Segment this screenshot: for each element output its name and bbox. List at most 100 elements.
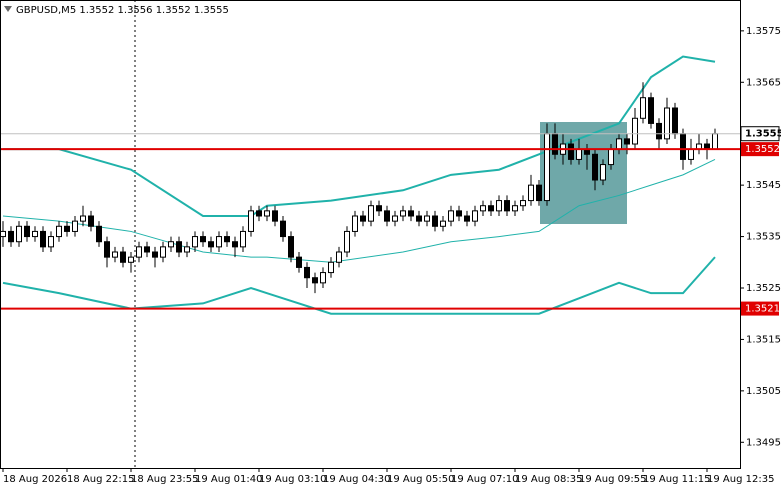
- candle-body: [264, 210, 270, 217]
- candle-body: [272, 210, 278, 222]
- candle-body: [64, 225, 70, 232]
- candle-body: [520, 200, 526, 207]
- candle-body: [416, 215, 422, 222]
- candle-body: [200, 236, 206, 243]
- candle-body: [152, 251, 158, 258]
- y-tick-label: 1.3535: [746, 232, 781, 243]
- candle-body: [0, 230, 6, 238]
- x-tick-label: 19 Aug 11:15: [643, 474, 710, 485]
- candle-body: [656, 122, 662, 140]
- candle-body: [144, 246, 150, 253]
- candle-body: [464, 215, 470, 222]
- candle-body: [576, 148, 582, 160]
- y-tick-label: 1.3505: [746, 386, 781, 397]
- candle-body: [56, 225, 62, 238]
- candle-body: [592, 153, 598, 181]
- y-tick-label: 1.3495: [746, 437, 781, 448]
- candle-body: [528, 184, 534, 202]
- candle-body: [496, 200, 502, 212]
- candle-body: [240, 230, 246, 248]
- candle-body: [296, 256, 302, 268]
- plot-frame: [0, 0, 741, 469]
- candle-body: [432, 215, 438, 227]
- price-label: 1.3555: [745, 129, 781, 140]
- x-tick-label: 19 Aug 01:40: [195, 474, 262, 485]
- candle-body: [632, 117, 638, 145]
- candle-body: [624, 138, 630, 145]
- candle-body: [336, 251, 342, 263]
- candle-body: [208, 241, 214, 248]
- y-tick-label: 1.3575: [746, 26, 781, 37]
- candle-body: [184, 246, 190, 253]
- candle-body: [48, 236, 54, 248]
- candle-body: [360, 215, 366, 222]
- candle-body: [552, 133, 558, 155]
- x-tick-label: 19 Aug 07:10: [451, 474, 518, 485]
- y-tick-label: 1.3515: [746, 334, 781, 345]
- candle-body: [160, 246, 166, 258]
- candle-body: [224, 236, 230, 243]
- candle-body: [640, 97, 646, 119]
- candle-body: [648, 97, 654, 124]
- level-label: 1.3552: [745, 144, 780, 155]
- candle-body: [376, 205, 382, 212]
- level-label-box: [741, 301, 779, 316]
- candle-body: [136, 246, 142, 258]
- candle-body: [392, 215, 398, 222]
- y-tick-label: 1.3525: [746, 283, 781, 294]
- candle-body: [408, 210, 414, 217]
- x-tick-label: 19 Aug 09:55: [579, 474, 646, 485]
- candle-body: [512, 205, 518, 212]
- candle-body: [304, 266, 310, 279]
- x-tick-label: 19 Aug 04:30: [323, 474, 390, 485]
- candle-body: [24, 225, 30, 238]
- candle-body: [88, 215, 94, 227]
- x-tick-label: 19 Aug 05:50: [387, 474, 454, 485]
- candle-body: [544, 133, 550, 202]
- candle-body: [680, 133, 686, 160]
- level-label-box: [741, 142, 779, 157]
- x-tick-label: 19 Aug 03:10: [259, 474, 326, 485]
- candle-body: [248, 210, 254, 232]
- candle-body: [96, 225, 102, 243]
- level-label: 1.3521: [745, 304, 780, 315]
- candle-body: [320, 272, 326, 284]
- candle-body: [80, 215, 86, 222]
- candle-body: [368, 205, 374, 222]
- bollinger-band: [2, 256, 716, 315]
- candle-body: [128, 256, 134, 263]
- candle-body: [448, 210, 454, 222]
- candle-body: [256, 210, 262, 217]
- candle-body: [600, 164, 606, 181]
- candle-body: [104, 241, 110, 258]
- candle-body: [488, 205, 494, 212]
- candle-body: [16, 225, 22, 243]
- chart-title: GBPUSD,M5 1.3552 1.3556 1.3552 1.3555: [16, 5, 229, 16]
- candle-body: [688, 148, 694, 160]
- candle-body: [440, 220, 446, 227]
- candle-body: [120, 251, 126, 263]
- candle-body: [424, 215, 430, 222]
- candle-body: [712, 133, 718, 150]
- candle-body: [40, 230, 46, 248]
- candle-body: [608, 148, 614, 166]
- candle-body: [568, 143, 574, 160]
- x-tick-label: 18 Aug 23:55: [131, 474, 198, 485]
- candle-body: [192, 236, 198, 248]
- candle-body: [312, 277, 318, 284]
- x-tick-label: 19 Aug 12:35: [707, 474, 774, 485]
- candle-body: [344, 230, 350, 253]
- candle-body: [288, 236, 294, 258]
- y-tick-label: 1.3565: [746, 77, 781, 88]
- candle-body: [72, 220, 78, 232]
- candle-body: [384, 210, 390, 222]
- candle-body: [472, 210, 478, 222]
- candle-body: [480, 205, 486, 212]
- y-tick-label: 1.3545: [746, 180, 781, 191]
- candle-body: [672, 107, 678, 135]
- candle-body: [8, 230, 14, 243]
- symbol-icon: [4, 6, 12, 12]
- bollinger-band: [2, 158, 716, 263]
- candle-body: [504, 200, 510, 212]
- x-tick-label: 19 Aug 08:35: [515, 474, 582, 485]
